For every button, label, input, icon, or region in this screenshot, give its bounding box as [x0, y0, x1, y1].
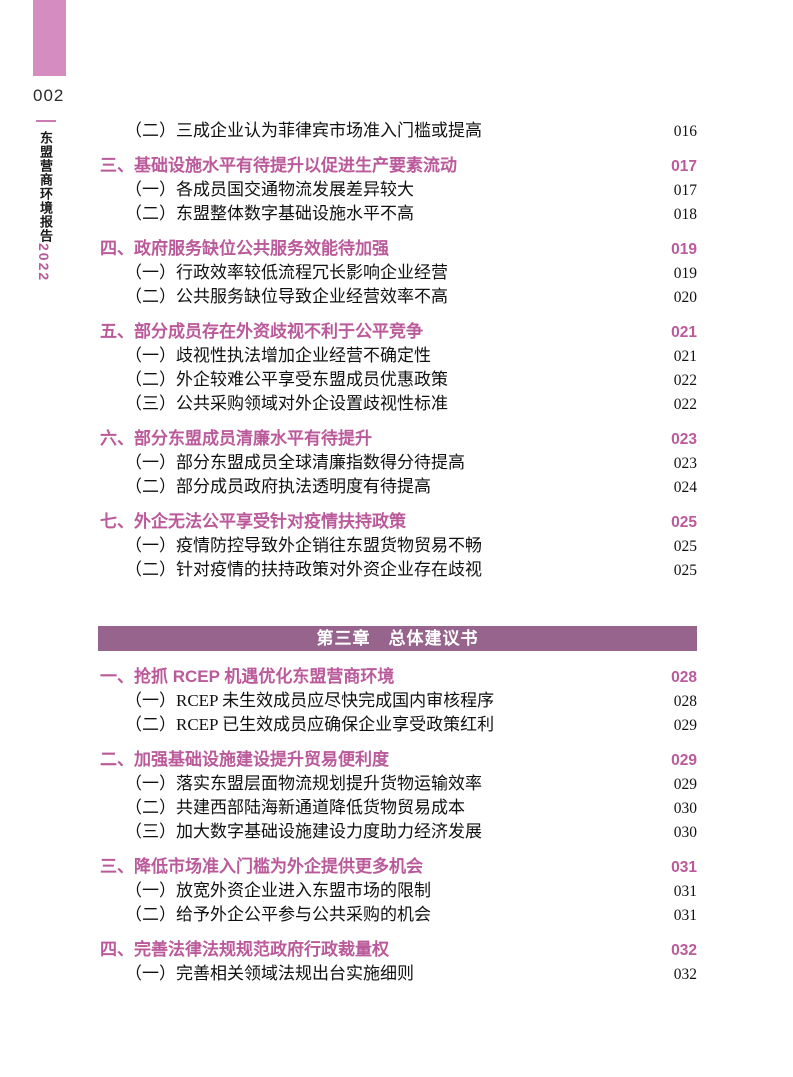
- toc-entry-page: 016: [673, 123, 697, 140]
- toc-sub-entry: （一）各成员国交通物流发展差异较大 017: [100, 178, 697, 202]
- toc-section-entry: 一、抢抓 RCEP 机遇优化东盟营商环境 028: [100, 665, 697, 689]
- toc-sub-entry: （二）公共服务缺位导致企业经营效率不高 020: [100, 285, 697, 309]
- toc-entry-page: 023: [673, 455, 697, 472]
- toc-entry-label: （一）放宽外资企业进入东盟市场的限制: [125, 881, 431, 900]
- toc-section-entry: 七、外企无法公平享受针对疫情扶持政策 025: [100, 510, 697, 534]
- toc-sub-entry: （一）放宽外资企业进入东盟市场的限制 031: [100, 879, 697, 903]
- toc-entry-label: （一）歧视性执法增加企业经营不确定性: [125, 346, 431, 365]
- toc-section-entry: 四、政府服务缺位公共服务效能待加强 019: [100, 237, 697, 261]
- sidebar-divider-line: [36, 120, 56, 122]
- toc-entry-page: 017: [673, 182, 697, 199]
- toc-entry-page: 029: [673, 717, 697, 734]
- toc-entry-page: 019: [673, 265, 697, 282]
- toc-entry-page: 032: [673, 966, 697, 983]
- toc-sub-entry: （一）歧视性执法增加企业经营不确定性 021: [100, 344, 697, 368]
- toc-entry-page: 024: [673, 479, 697, 496]
- toc-sub-entry: （一）行政效率较低流程冗长影响企业经营 019: [100, 261, 697, 285]
- toc-entry-label: 二、加强基础设施建设提升贸易便利度: [100, 750, 389, 769]
- toc-entry-page: 017: [671, 158, 697, 175]
- toc-entry-page: 031: [673, 883, 697, 900]
- toc-sub-entry: （一）RCEP 未生效成员应尽快完成国内审核程序 028: [100, 689, 697, 713]
- toc-entry-page: 031: [671, 859, 697, 876]
- sidebar-accent-rect: [33, 0, 66, 76]
- toc-sub-entry: （二）外企较难公平享受东盟成员优惠政策 022: [100, 368, 697, 392]
- toc-entry-page: 028: [673, 693, 697, 710]
- toc-entry-page: 025: [673, 562, 697, 579]
- toc-entry-label: （一）落实东盟层面物流规划提升货物运输效率: [125, 774, 482, 793]
- toc-entry-label: （二）共建西部陆海新通道降低货物贸易成本: [125, 798, 465, 817]
- toc-entry-label: 四、完善法律法规规范政府行政裁量权: [100, 940, 389, 959]
- toc-sub-entry: （三）加大数字基础设施建设力度助力经济发展 030: [100, 820, 697, 844]
- toc-entry-label: 三、基础设施水平有待提升以促进生产要素流动: [100, 156, 457, 175]
- toc-entry-label: （三）公共采购领域对外企设置歧视性标准: [125, 394, 448, 413]
- toc-sub-entry: （二）部分成员政府执法透明度有待提高 024: [100, 475, 697, 499]
- toc-entry-label: （二）针对疫情的扶持政策对外资企业存在歧视: [125, 560, 482, 579]
- toc-entry-page: 029: [673, 776, 697, 793]
- toc-entry-label: （三）加大数字基础设施建设力度助力经济发展: [125, 822, 482, 841]
- toc-entry-label: （二）给予外企公平参与公共采购的机会: [125, 905, 431, 924]
- toc-entry-page: 023: [671, 431, 697, 448]
- toc-sub-entry: （一）落实东盟层面物流规划提升货物运输效率 029: [100, 772, 697, 796]
- toc-entry-page: 030: [673, 824, 697, 841]
- toc-entry-page: 021: [673, 348, 697, 365]
- toc-entry-label: 四、政府服务缺位公共服务效能待加强: [100, 239, 389, 258]
- toc-entry-page: 022: [673, 372, 697, 389]
- toc-entry-page: 025: [673, 538, 697, 555]
- toc-sub-entry: （二）共建西部陆海新通道降低货物贸易成本 030: [100, 796, 697, 820]
- toc-entry-label: 七、外企无法公平享受针对疫情扶持政策: [100, 512, 406, 531]
- toc-sub-entry: （三）公共采购领域对外企设置歧视性标准 022: [100, 392, 697, 416]
- page-number: 002: [33, 86, 65, 105]
- table-of-contents: （二）三成企业认为菲律宾市场准入门槛或提高 016 三、基础设施水平有待提升以促进生…: [98, 119, 697, 986]
- toc-section-entry: 六、部分东盟成员清廉水平有待提升 023: [100, 427, 697, 451]
- toc-entry-label: （二）三成企业认为菲律宾市场准入门槛或提高: [125, 121, 482, 140]
- toc-section-entry: 三、基础设施水平有待提升以促进生产要素流动 017: [100, 154, 697, 178]
- toc-entry-page: 022: [673, 396, 697, 413]
- toc-entry-page: 025: [671, 514, 697, 531]
- sidebar-report-year: 2022: [36, 243, 52, 283]
- toc-entry-label: （二）RCEP 已生效成员应确保企业享受政策红利: [125, 715, 495, 734]
- toc-entry-page: 019: [671, 241, 697, 258]
- toc-entry-page: 031: [673, 907, 697, 924]
- sidebar-report-title: 东盟营商环境报告: [38, 131, 53, 243]
- toc-entry-label: （二）外企较难公平享受东盟成员优惠政策: [125, 370, 448, 389]
- toc-entry-label: 一、抢抓 RCEP 机遇优化东盟营商环境: [100, 667, 395, 686]
- toc-entry-page: 029: [671, 752, 697, 769]
- toc-entry-label: 五、部分成员存在外资歧视不利于公平竞争: [100, 322, 423, 341]
- toc-entry-page: 032: [671, 942, 697, 959]
- toc-section-entry: 二、加强基础设施建设提升贸易便利度 029: [100, 748, 697, 772]
- toc-section-entry: 三、降低市场准入门槛为外企提供更多机会 031: [100, 855, 697, 879]
- toc-entry-label: （一）部分东盟成员全球清廉指数得分待提高: [125, 453, 465, 472]
- toc-sub-entry: （一）疫情防控导致外企销往东盟货物贸易不畅 025: [100, 534, 697, 558]
- toc-sub-entry: （二）RCEP 已生效成员应确保企业享受政策红利 029: [100, 713, 697, 737]
- toc-entry-label: 三、降低市场准入门槛为外企提供更多机会: [100, 857, 423, 876]
- toc-sub-entry: （二）东盟整体数字基础设施水平不高 018: [100, 202, 697, 226]
- toc-sub-entry: （二）针对疫情的扶持政策对外资企业存在歧视 025: [100, 558, 697, 582]
- toc-entry-label: （一）疫情防控导致外企销往东盟货物贸易不畅: [125, 536, 482, 555]
- toc-sub-entry: （二）三成企业认为菲律宾市场准入门槛或提高 016: [100, 119, 697, 143]
- toc-section-entry: 四、完善法律法规规范政府行政裁量权 032: [100, 938, 697, 962]
- toc-section-entry: 五、部分成员存在外资歧视不利于公平竞争 021: [100, 320, 697, 344]
- toc-entry-page: 018: [673, 206, 697, 223]
- toc-entry-label: （二）东盟整体数字基础设施水平不高: [125, 204, 414, 223]
- chapter-banner: 第三章 总体建议书: [98, 626, 697, 651]
- toc-entry-label: 六、部分东盟成员清廉水平有待提升: [100, 429, 372, 448]
- toc-entry-label: （二）部分成员政府执法透明度有待提高: [125, 477, 431, 496]
- toc-entry-label: （一）完善相关领域法规出台实施细则: [125, 964, 414, 983]
- toc-entry-label: （一）各成员国交通物流发展差异较大: [125, 180, 414, 199]
- toc-entry-label: （一）RCEP 未生效成员应尽快完成国内审核程序: [125, 691, 495, 710]
- toc-entry-page: 028: [671, 669, 697, 686]
- toc-entry-label: （二）公共服务缺位导致企业经营效率不高: [125, 287, 448, 306]
- toc-sub-entry: （一）完善相关领域法规出台实施细则 032: [100, 962, 697, 986]
- toc-entry-page: 020: [673, 289, 697, 306]
- toc-entry-label: （一）行政效率较低流程冗长影响企业经营: [125, 263, 448, 282]
- toc-entry-page: 030: [673, 800, 697, 817]
- toc-entry-page: 021: [671, 324, 697, 341]
- toc-sub-entry: （一）部分东盟成员全球清廉指数得分待提高 023: [100, 451, 697, 475]
- toc-sub-entry: （二）给予外企公平参与公共采购的机会 031: [100, 903, 697, 927]
